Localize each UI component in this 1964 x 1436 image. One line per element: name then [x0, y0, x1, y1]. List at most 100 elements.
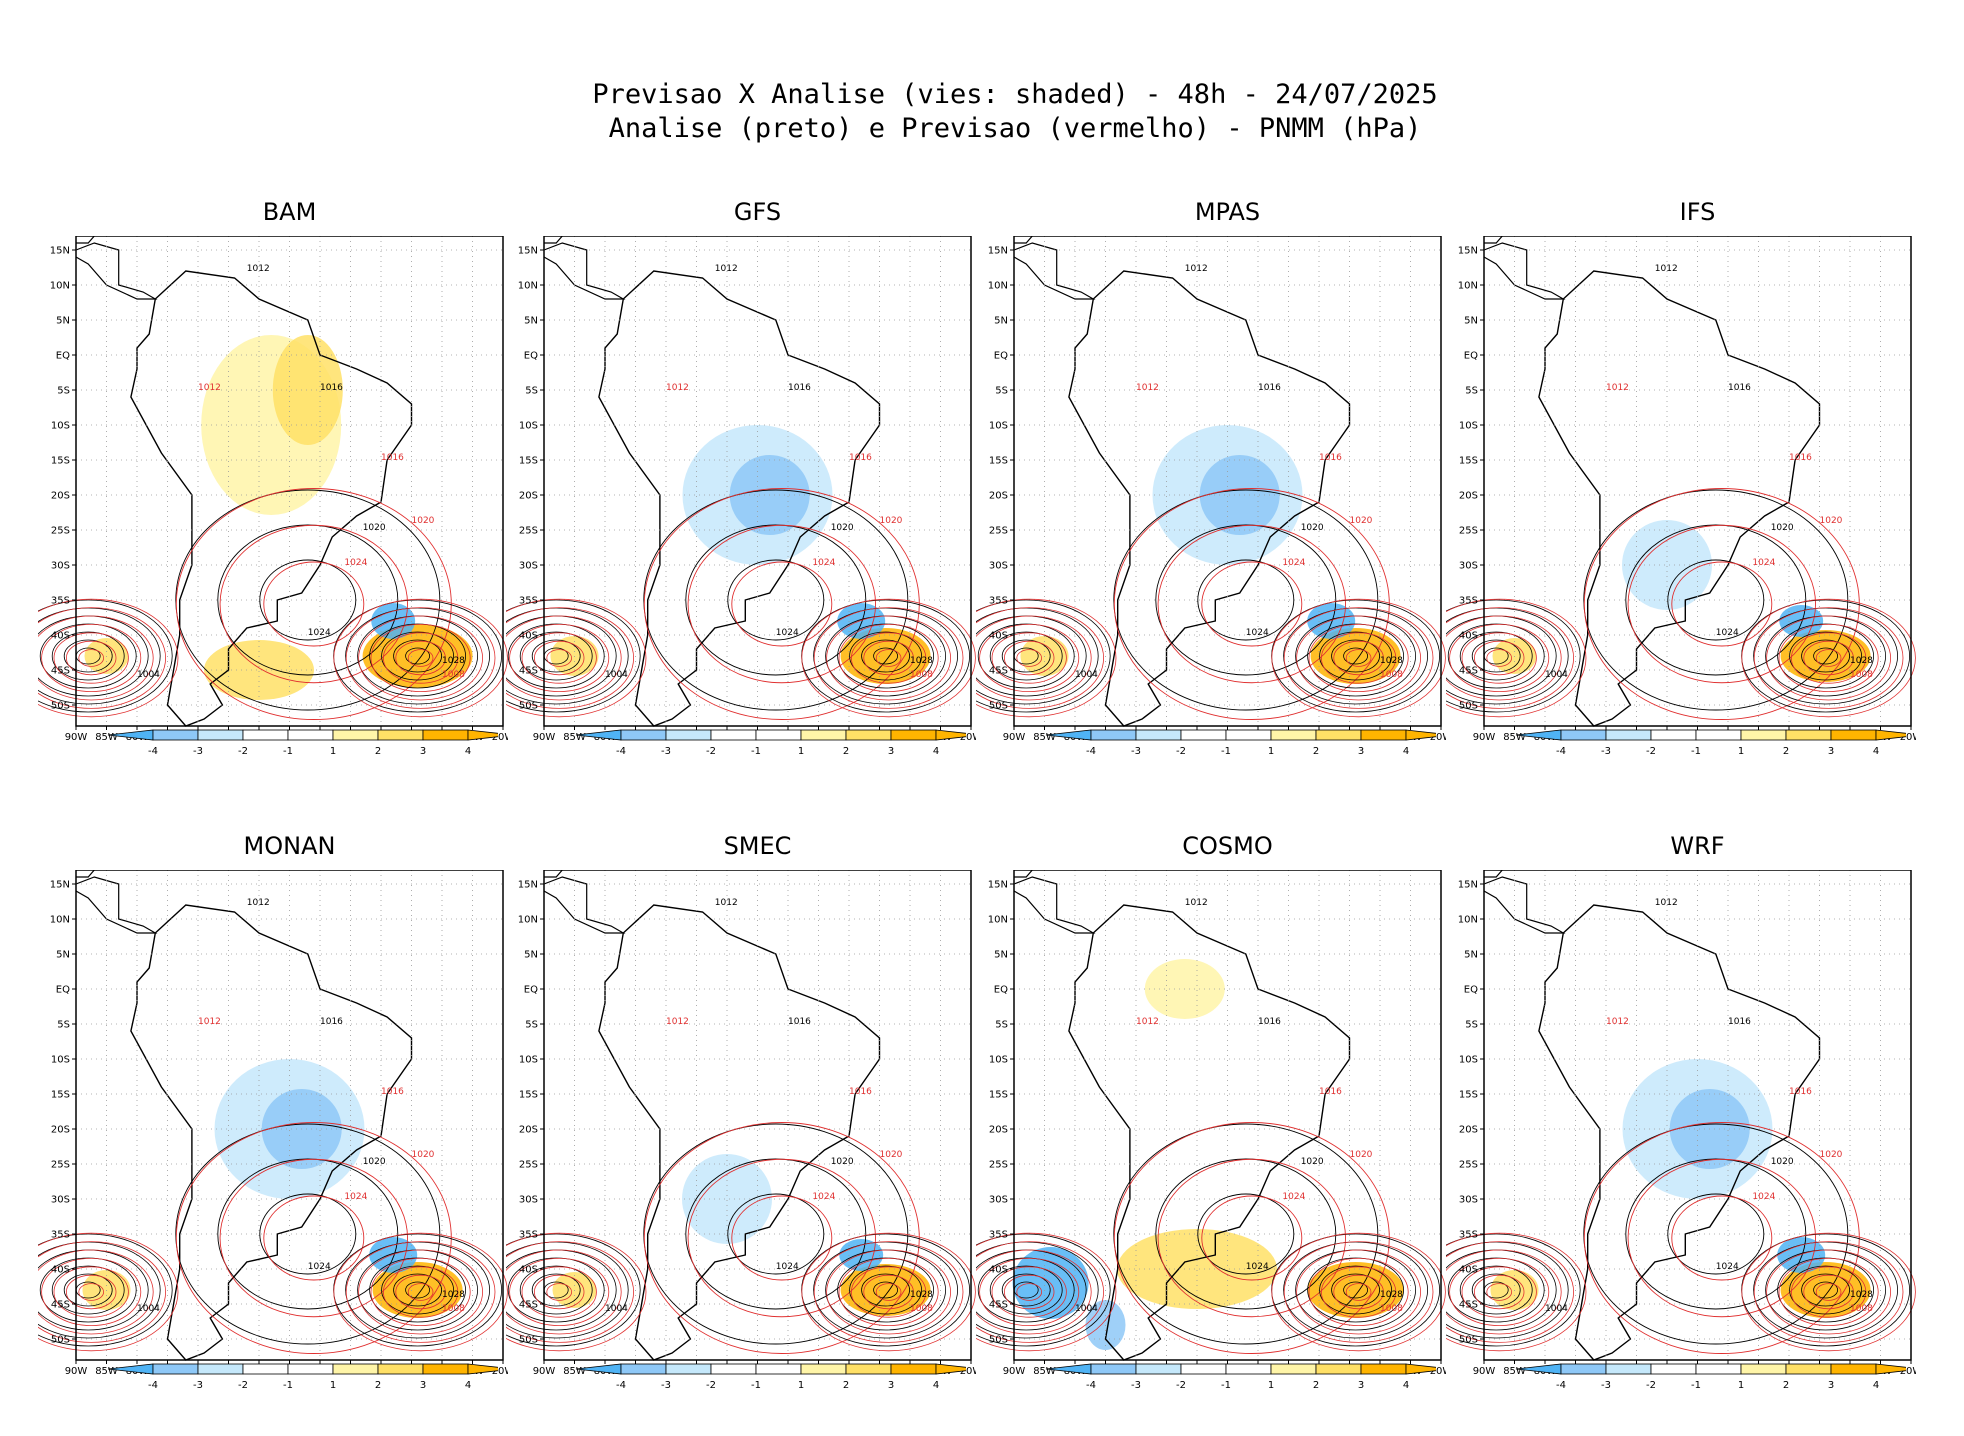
isobar-analysis: [1343, 647, 1369, 665]
lat-label: EQ: [56, 985, 70, 996]
map-panel-smec: SMEC 1012 1016 1020 1024 1028 1004 1012 1016 1020…: [506, 832, 976, 1432]
colorbar-label: -2: [238, 1380, 248, 1391]
lat-label: 35S: [51, 1230, 70, 1241]
lat-label: 15S: [519, 1090, 538, 1101]
isobar-forecast: [1486, 1283, 1513, 1301]
lat-label: 15N: [988, 880, 1008, 891]
isobar-forecast: [1113, 1122, 1390, 1354]
colorbar-label: 3: [1358, 1380, 1364, 1391]
isobar-forecast: [41, 1257, 142, 1326]
isobar-analysis: [259, 1193, 357, 1275]
isobar-forecast: [979, 623, 1080, 692]
lat-label: 5N: [1464, 316, 1478, 327]
yucatan-coastline: [544, 870, 564, 878]
isobar-analysis: [861, 639, 911, 673]
colorbar-segment: [710, 729, 757, 741]
isobar-label-analysis: 1028: [1850, 656, 1873, 666]
isobar-forecast: [382, 632, 459, 684]
isobar-forecast: [1449, 623, 1550, 692]
colorbar-segment: [1605, 1363, 1652, 1375]
isobar-forecast: [521, 632, 597, 684]
isobar-forecast: [395, 640, 446, 676]
isobar-forecast: [1016, 649, 1043, 667]
isobar-forecast: [38, 1232, 179, 1352]
isobar-analysis: [38, 599, 173, 713]
isobar-analysis: [507, 1257, 605, 1323]
isobar-forecast: [1283, 607, 1434, 709]
pressure-map: 1012 1016 1020 1024 1028 1004 1012 1016 1020 1024…: [1446, 870, 1916, 1377]
isobar-analysis: [1777, 1257, 1875, 1323]
isobar-forecast: [38, 607, 166, 709]
isobar-label-forecast: 1020: [1350, 1150, 1373, 1160]
isobar-forecast: [643, 488, 920, 720]
bias-colorbar: -4 -3 -2 -1 1 2 3 4: [1515, 729, 1906, 757]
lon-label: 90W: [1003, 1366, 1026, 1377]
colorbar-label: 4: [1403, 746, 1409, 757]
colorbar-label: -2: [1176, 746, 1186, 757]
isobar-analysis: [39, 623, 137, 689]
colorbar-label: -2: [1646, 746, 1656, 757]
isobar-analysis: [1777, 623, 1875, 689]
yucatan-coastline: [544, 236, 564, 244]
colorbar-segment: [377, 729, 424, 741]
isobar-forecast: [345, 1241, 496, 1343]
isobar-label-forecast: 1016: [1319, 1087, 1342, 1097]
lon-label: 90W: [65, 1366, 88, 1377]
colorbar-label: -1: [283, 1380, 293, 1391]
colorbar-label: 3: [420, 1380, 426, 1391]
colorbar-label: 3: [1358, 746, 1364, 757]
isobar-label-forecast: 1024: [812, 558, 835, 568]
colorbar-arrow-left: [107, 729, 154, 741]
colorbar-segment: [1315, 1363, 1362, 1375]
colorbar-segment: [152, 1363, 199, 1375]
colorbar-label: -3: [661, 1380, 671, 1391]
colorbar-label: 2: [1783, 746, 1789, 757]
colorbar-segment: [845, 729, 892, 741]
isobar-analysis: [861, 1273, 911, 1307]
colorbar-label: -3: [661, 746, 671, 757]
colorbar-segment: [1560, 1363, 1607, 1375]
isobar-analysis: [989, 1265, 1063, 1315]
isobar-label-analysis: 1016: [1728, 383, 1751, 393]
colorbar-label: -4: [616, 1380, 626, 1391]
isobar-analysis: [643, 489, 909, 711]
isobar-forecast: [826, 1249, 952, 1335]
lat-label: 50S: [51, 701, 70, 712]
isobar-forecast: [1474, 1274, 1525, 1310]
isobar-analysis: [1331, 639, 1381, 673]
isobar-forecast: [509, 623, 610, 692]
colorbar-segment: [1180, 1363, 1227, 1375]
isobar-forecast: [1157, 1158, 1346, 1318]
isobar-forecast: [991, 1266, 1067, 1318]
isobar-label-analysis: 1024: [308, 1262, 331, 1272]
isobar-label-forecast: 1008: [1850, 1304, 1873, 1314]
lon-label: 90W: [533, 732, 556, 743]
lon-label: 20W: [1900, 1366, 1916, 1377]
lat-label: 5N: [994, 950, 1008, 961]
lat-label: 10S: [989, 421, 1008, 432]
lat-label: 15S: [989, 1090, 1008, 1101]
isobar-analysis: [1583, 489, 1849, 711]
isobar-analysis: [1801, 1273, 1851, 1307]
colorbar-label: 1: [1738, 1380, 1744, 1391]
isobar-forecast: [976, 1232, 1117, 1352]
colorbar-label: -2: [706, 746, 716, 757]
isobar-label-analysis: 1020: [1771, 1157, 1794, 1167]
isobar-forecast: [1283, 1241, 1434, 1343]
lat-label: 20S: [1459, 491, 1478, 502]
isobar-label-forecast: 1016: [1789, 453, 1812, 463]
isobar-label-forecast: 1016: [849, 453, 872, 463]
lat-label: 10S: [519, 421, 538, 432]
figure-title-line2: Analise (preto) e Previsao (vermelho) - …: [608, 113, 1422, 144]
isobar-analysis: [849, 1265, 923, 1315]
isobar-label-forecast: 1012: [1136, 1017, 1159, 1027]
colorbar-label: -3: [1601, 746, 1611, 757]
isobar-label-forecast: 1016: [1319, 453, 1342, 463]
colorbar-label: -4: [1556, 1380, 1566, 1391]
colorbar-label: 3: [420, 746, 426, 757]
lon-label: 85W: [1503, 1366, 1526, 1377]
bias-shade: [682, 1154, 772, 1244]
bias-shade: [1780, 1262, 1871, 1318]
isobar-forecast: [1474, 640, 1525, 676]
isobar-forecast: [38, 1241, 166, 1343]
